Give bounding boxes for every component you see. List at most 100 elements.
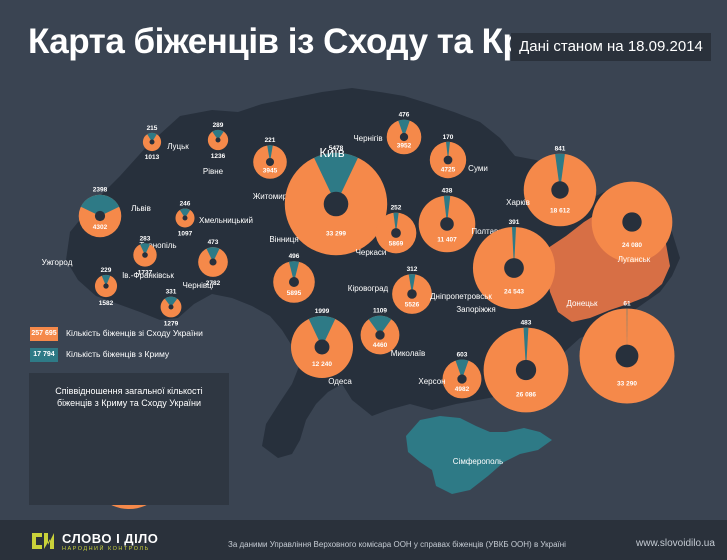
region-2-bubble-hole [265,157,275,167]
region-12-bubble-hole [391,228,401,238]
ratio-title: Співвідношення загальної кількості біжен… [29,385,229,409]
region-0-name: Луцьк [167,142,189,151]
region-11-name: Вінниця [269,235,298,244]
region-0-bubble-hole [149,139,155,145]
region-22-east-value: 4460 [373,342,388,349]
region-20-crimea-wedge [626,308,628,356]
region-18-crimea-wedge [511,226,517,268]
region-19-name: Запоріжжя [456,305,495,314]
region-14-crimea-wedge [140,243,150,255]
region-9-crimea-wedge [179,208,191,218]
region-20-crimea-value: 61 [623,301,631,308]
region-10-crimea-wedge [206,247,220,262]
region-7-name: Луганськ [618,255,651,264]
region-15-bubble-hole [103,283,109,289]
region-19-bubble-hole [515,359,537,381]
region-22-crimea-wedge [368,315,392,335]
region-13-name: Полтава [471,227,503,236]
region-16-bubble-hole [168,304,174,310]
region-0-east-value: 1013 [145,154,160,161]
region-15-crimea-wedge [101,274,111,286]
region-15-crimea-value: 229 [101,267,112,274]
region-8-crimea-value: 2398 [93,187,108,194]
region-11-crimea-value: 496 [289,253,300,260]
region-9-bubble-hole [182,215,188,221]
region-3-east-value: 33 299 [326,231,346,238]
crimea-territory [406,416,552,494]
region-20-east-value: 33 290 [617,380,637,387]
region-20-name: Донецьк [566,299,598,308]
region-9-east-value: 1097 [178,231,193,238]
region-8-name: Львів [131,204,151,213]
region-11-east-value: 5895 [287,290,302,297]
region-23-crimea-wedge [455,359,469,379]
region-3-crimea-wedge [314,152,358,204]
region-21-crimea-wedge [308,315,336,347]
logo-text: СЛОВО І ДІЛО [62,531,159,546]
region-20-bubble-hole [615,344,639,368]
region-5-name: Суми [468,164,488,173]
region-5-crimea-value: 170 [443,134,454,141]
region-24-name: Сімферополь [453,457,503,466]
region-3-crimea-value: 5478 [329,145,344,152]
legend-east-label: Кількість біженців зі Сходу України [66,328,203,338]
region-9-crimea-value: 246 [180,200,191,207]
region-8-east-value: 4302 [93,224,108,231]
region-21-bubble-hole [314,339,330,355]
region-8-bubble-hole [94,210,106,222]
region-6-crimea-value: 841 [555,146,566,153]
region-7-east-value: 24 080 [622,242,642,249]
region-12-crimea-wedge [393,212,399,233]
region-2-name: Житомир [253,192,288,201]
region-13-east-value: 11 407 [437,237,457,244]
legend-east-swatch: 257 695 [30,327,58,341]
region-14-bubble-hole [142,252,148,258]
logo-icon [32,533,54,549]
region-22-name: Миколаїв [391,349,426,358]
logo-subtitle: НАРОДНИЙ КОНТРОЛЬ [62,546,150,552]
region-15-east-value: 1582 [99,300,114,307]
region-14-name: Ів.-Франківськ [122,271,174,280]
legend-crimea-swatch: 17 794 [30,348,58,362]
region-13-crimea-value: 438 [442,188,453,195]
region-17-bubble-hole [407,289,417,299]
region-21-east-value: 12 240 [312,361,332,368]
region-6-bubble-hole [551,181,569,199]
region-0-crimea-wedge [147,132,157,142]
footer [0,520,727,560]
region-9-name: Тернопіль [139,241,176,250]
region-1-name: Рівне [203,167,224,176]
region-17-name: Кіровоград [348,284,389,293]
region-11-bubble-hole [289,277,299,287]
region-10-east-value: 2782 [206,280,221,287]
region-8-crimea-wedge [80,194,120,216]
region-4-crimea-wedge [398,119,410,137]
region-2-east-value: 3945 [263,167,278,174]
region-23-east-value: 4982 [455,386,470,393]
region-12-name: Черкаси [356,248,387,257]
region-16-east-value: 1279 [164,320,179,327]
site-link[interactable]: www.slovoidilo.ua [636,538,715,549]
region-19-east-value: 26 086 [516,391,536,398]
region-10-crimea-value: 473 [208,239,219,246]
page-title: Карта біженців із Сходу та Криму [28,22,589,61]
region-6-east-value: 18 612 [550,207,570,214]
region-7-bubble-hole [622,212,642,232]
date-badge: Дані станом на 18.09.2014 [511,33,711,61]
region-12-east-value: 5869 [389,241,404,248]
region-5-bubble-hole [443,155,453,165]
region-3-name: Київ [319,145,344,160]
region-2-crimea-wedge [267,145,273,162]
region-21-crimea-value: 1999 [315,308,330,315]
region-18-crimea-value: 391 [509,219,520,226]
region-10-bubble-hole [209,258,217,266]
region-19-crimea-wedge [523,327,529,370]
region-11-crimea-wedge [288,261,300,282]
region-4-crimea-value: 476 [399,112,410,119]
region-23-crimea-value: 603 [457,352,468,359]
region-1-bubble-hole [215,137,221,143]
region-1-east-value: 1236 [211,153,226,160]
region-16-crimea-wedge [164,296,178,307]
region-18-bubble-hole [504,258,524,278]
